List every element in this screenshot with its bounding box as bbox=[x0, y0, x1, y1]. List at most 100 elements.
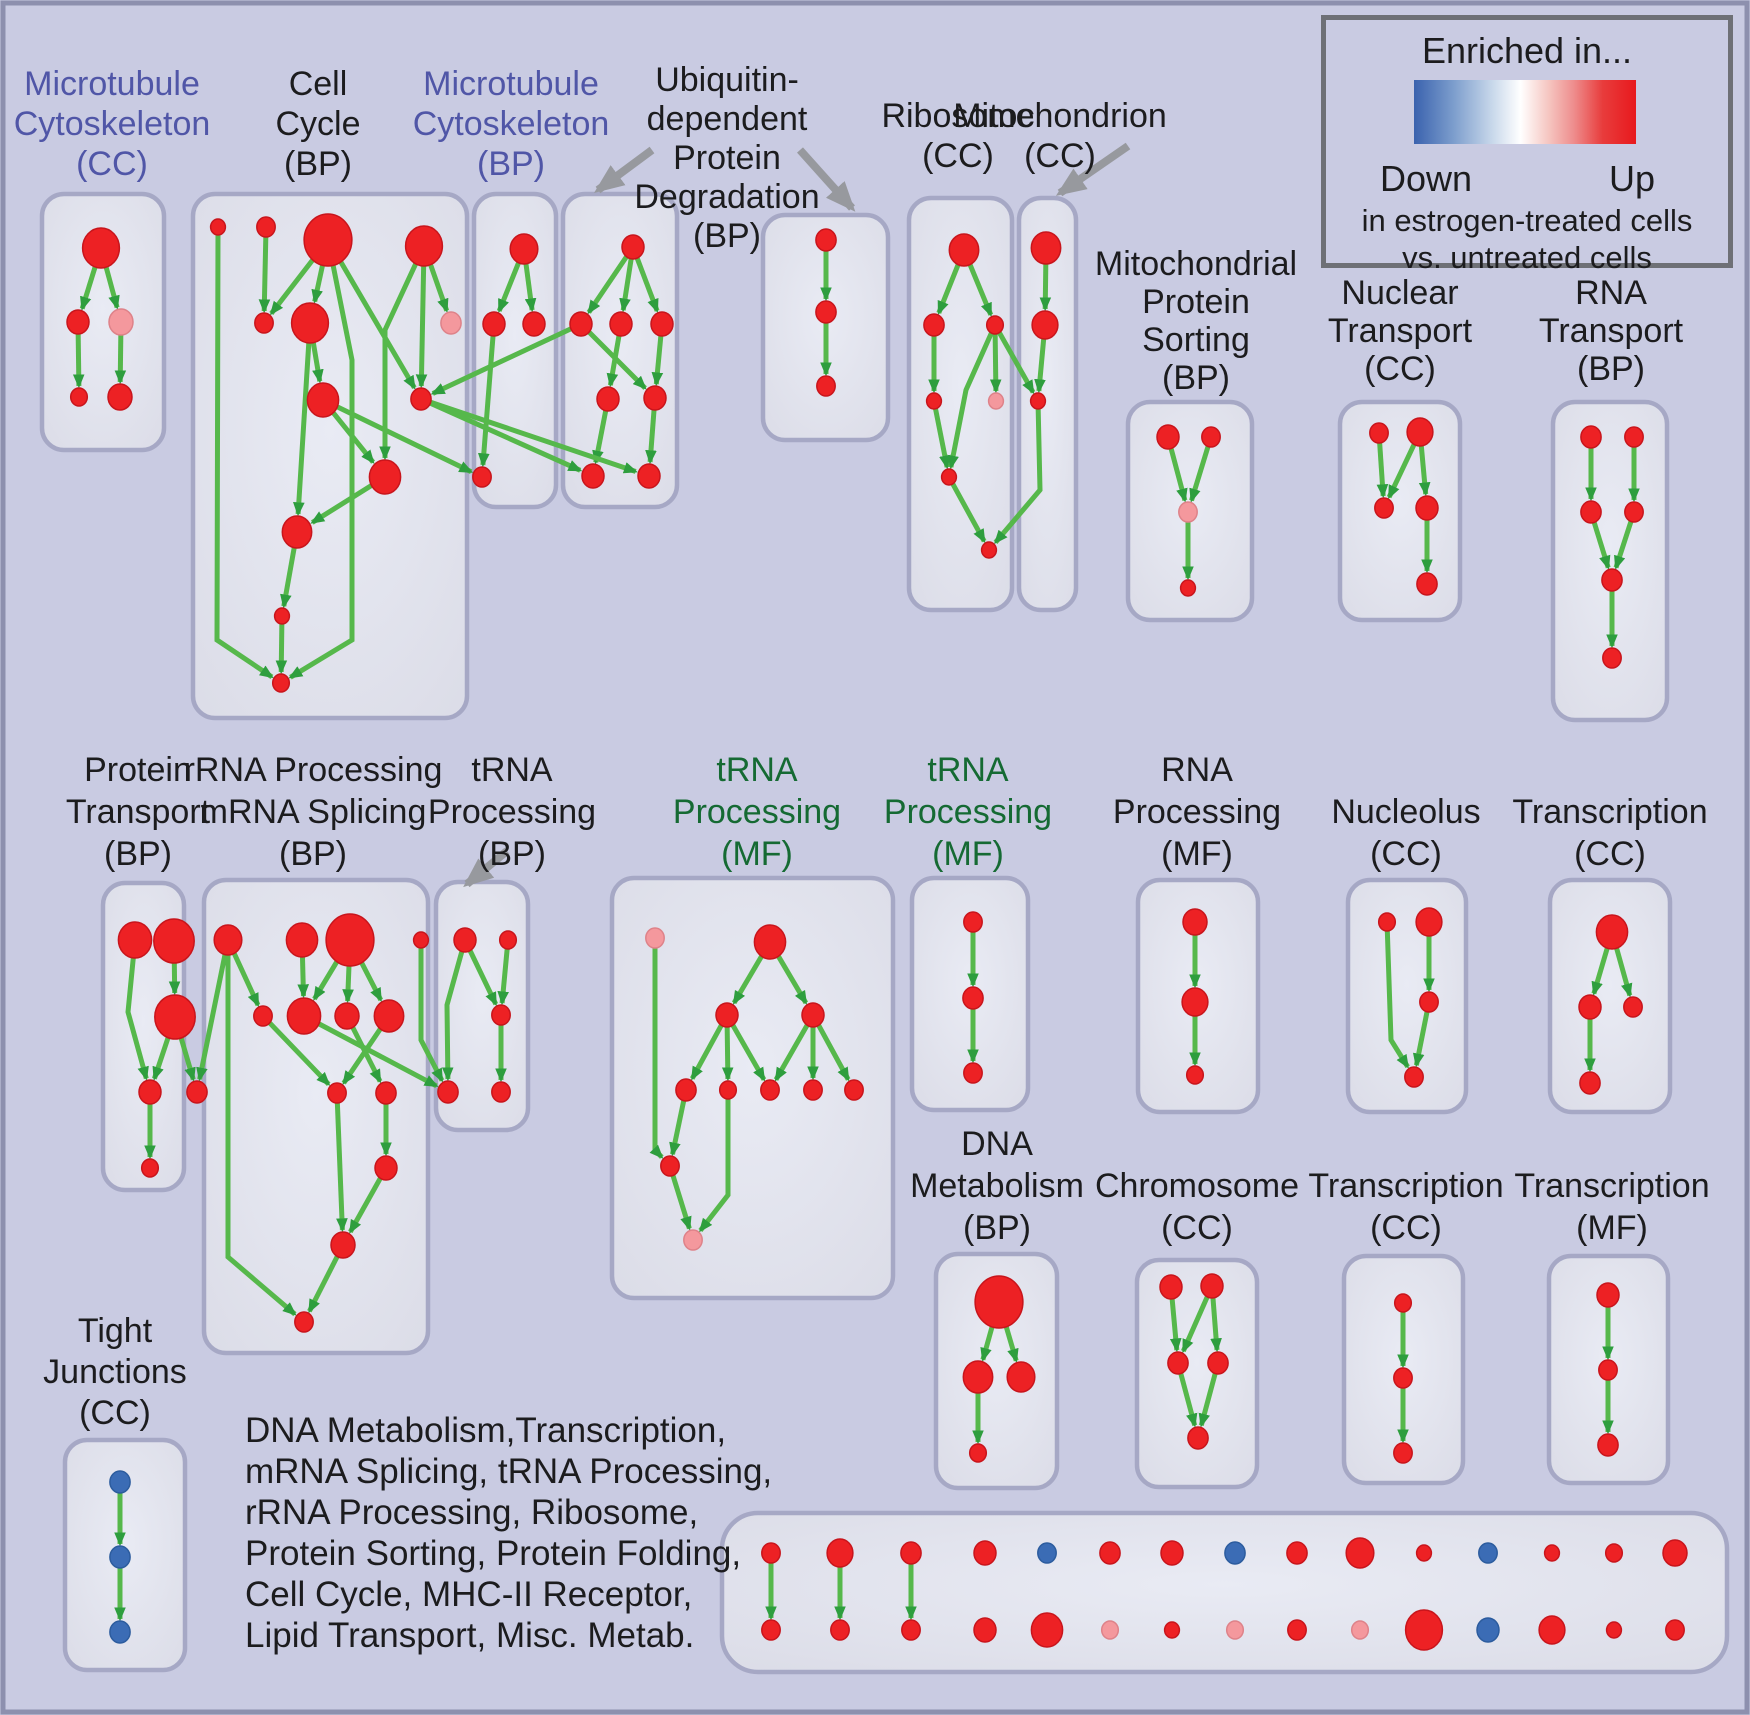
edge-arrow-cc9-cc10 bbox=[310, 480, 378, 525]
legend-up-label: Up bbox=[1608, 158, 1656, 199]
legend-gradient-bar bbox=[1414, 80, 1636, 144]
cluster-label-7-line-2: (CC) bbox=[1364, 350, 1436, 388]
go-term-node-m1 bbox=[715, 1002, 739, 1028]
go-term-node-p3 bbox=[138, 1079, 162, 1105]
summary-text-line-3: Protein Sorting, Protein Folding, bbox=[245, 1534, 742, 1573]
cluster-label-14-line-2: (MF) bbox=[1161, 835, 1233, 873]
go-term-node-ub0 bbox=[621, 234, 645, 260]
go-term-node-cc7 bbox=[306, 382, 340, 418]
edge-arrow-pk0-m8 bbox=[649, 944, 664, 1159]
edge-arrow-cc8-ub6 bbox=[425, 399, 583, 473]
go-term-node-rp bbox=[987, 392, 1005, 410]
go-term-node-st2 bbox=[826, 1538, 854, 1568]
go-term-node-rr12 bbox=[294, 1311, 314, 1333]
edge-arrow-ub0-ub1 bbox=[586, 251, 632, 315]
summary-text-line-2: rRNA Processing, Ribosome, bbox=[245, 1493, 699, 1532]
go-term-node-st11 bbox=[1415, 1544, 1433, 1562]
go-term-node-w2 bbox=[1623, 996, 1643, 1018]
edge-arrow-rr0-rr12 bbox=[225, 949, 297, 1317]
cluster-box-rna-transport-bp bbox=[1550, 399, 1670, 723]
edge-arrow-cc10-cc11 bbox=[280, 541, 298, 609]
cluster-label-0-line-0: Microtubule bbox=[24, 65, 200, 103]
go-term-node-rr5 bbox=[286, 997, 322, 1035]
go-term-node-sb4 bbox=[973, 1617, 997, 1643]
go-term-node-w1 bbox=[1578, 994, 1602, 1020]
go-term-node-st10 bbox=[1345, 1537, 1375, 1569]
go-term-node-rr7 bbox=[373, 999, 405, 1033]
go-term-node-q0 bbox=[963, 911, 983, 933]
cluster-box-microtubule-cytoskeleton-bp bbox=[471, 191, 559, 510]
go-term-node-r5 bbox=[980, 541, 998, 559]
edge-arrow-t3-t4 bbox=[1613, 516, 1635, 570]
edge-arrow-rr4-rr8 bbox=[265, 1018, 331, 1087]
go-term-node-y1 bbox=[1393, 1367, 1413, 1389]
edge-arrow-m1-m3 bbox=[690, 1020, 726, 1081]
label-pointer-arrow-0 bbox=[593, 146, 655, 194]
go-term-node-rr3 bbox=[412, 931, 430, 949]
go-term-node-ccp bbox=[440, 311, 462, 335]
cluster-label-20-line-1: (MF) bbox=[1576, 1209, 1648, 1247]
go-term-node-y2 bbox=[1393, 1442, 1413, 1464]
legend-down-label: Down bbox=[1379, 158, 1473, 199]
go-term-node-cc6 bbox=[290, 302, 330, 344]
go-term-node-h1 bbox=[1200, 1273, 1224, 1299]
go-term-node-t4 bbox=[1601, 568, 1623, 592]
go-term-node-sb5 bbox=[1030, 1612, 1064, 1648]
edge-arrow-mb1-mb3 bbox=[477, 331, 496, 468]
cluster-label-8-line-0: RNA bbox=[1575, 274, 1647, 312]
edge-arrow-w0-w2 bbox=[1612, 941, 1633, 998]
cluster-label-8-line-2: (BP) bbox=[1577, 350, 1645, 388]
edge-arrow-m2-m5 bbox=[773, 1019, 812, 1082]
edge-arrow-t2-t4 bbox=[1590, 517, 1611, 570]
edge-arrow-ub0-ub3 bbox=[633, 252, 660, 314]
cluster-label-6-line-2: Sorting bbox=[1142, 321, 1250, 359]
summary-text-line-0: DNA Metabolism,Transcription, bbox=[245, 1411, 727, 1450]
cluster-label-8-line-1: Transport bbox=[1539, 312, 1684, 350]
edge-arrow-n1-n2 bbox=[1386, 438, 1419, 500]
go-term-node-u0 bbox=[1377, 912, 1397, 932]
legend-subtitle-line2: vs. untreated cells bbox=[1402, 240, 1652, 275]
cluster-label-17-line-1: Metabolism bbox=[910, 1167, 1084, 1205]
edge-arrow-r3-r4 bbox=[932, 405, 951, 470]
go-term-node-st3 bbox=[900, 1541, 922, 1565]
edge-arrow-ub3-ub5 bbox=[651, 330, 664, 387]
go-term-node-t0 bbox=[1580, 425, 1602, 449]
go-term-node-mc2 bbox=[69, 387, 89, 407]
go-term-node-p2 bbox=[154, 994, 196, 1040]
cluster-label-15-line-1: (CC) bbox=[1370, 835, 1442, 873]
go-term-node-d3 bbox=[968, 1443, 988, 1463]
edge-arrow-r2-rp bbox=[989, 330, 1002, 394]
go-term-node-sb14 bbox=[1605, 1621, 1623, 1639]
edge-arrow-cc11-cc12 bbox=[275, 620, 288, 675]
edge-arrow-mc1-mc2 bbox=[72, 329, 85, 389]
go-term-node-r4 bbox=[940, 468, 958, 486]
go-term-node-mt0 bbox=[1030, 231, 1062, 265]
go-term-node-sb7 bbox=[1163, 1621, 1181, 1639]
edge-arrow-s1-sp bbox=[1189, 441, 1212, 503]
go-term-node-tb2 bbox=[491, 1004, 511, 1026]
edge-arrow-r0-r1 bbox=[936, 257, 963, 316]
edge-arrow-rr1-rr5 bbox=[297, 950, 310, 999]
go-term-node-st14 bbox=[1604, 1543, 1624, 1563]
cluster-label-2-line-0: Microtubule bbox=[423, 65, 599, 103]
go-term-node-cc5 bbox=[254, 312, 274, 334]
cluster-label-4-line-1: (CC) bbox=[922, 137, 994, 175]
go-term-node-sb9 bbox=[1287, 1619, 1307, 1641]
go-term-node-h3 bbox=[1207, 1351, 1229, 1375]
cluster-box-nucleolus-cc bbox=[1345, 877, 1469, 1115]
edge-arrow-ub0-ub2 bbox=[619, 253, 635, 313]
cluster-label-19-line-0: Transcription bbox=[1308, 1167, 1503, 1205]
cluster-label-1-line-1: Cycle bbox=[275, 105, 360, 143]
go-term-node-m7 bbox=[844, 1079, 864, 1101]
edge-arrow-m1-m5 bbox=[728, 1019, 767, 1082]
go-term-node-rr11 bbox=[330, 1231, 356, 1259]
go-term-node-m9 bbox=[683, 1229, 703, 1251]
edge-arrow-m0-m1 bbox=[731, 949, 767, 1005]
cluster-label-21-line-0: Tight bbox=[78, 1312, 153, 1350]
edge-arrow-h1-h3 bbox=[1210, 1293, 1222, 1353]
cluster-box-misc-metabolism-strip bbox=[719, 1510, 1730, 1675]
go-term-node-j2 bbox=[109, 1620, 131, 1644]
go-term-node-u1 bbox=[1415, 907, 1443, 937]
